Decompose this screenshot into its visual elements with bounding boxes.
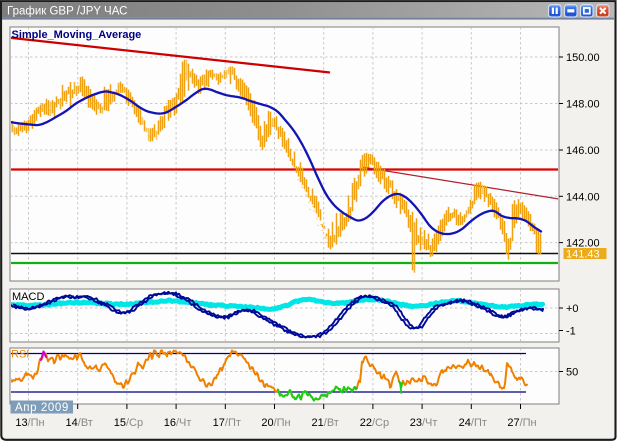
svg-text:MACD: MACD xyxy=(12,291,44,303)
svg-text:График GBP /JPY ЧАС: График GBP /JPY ЧАС xyxy=(7,5,127,17)
svg-text:Simple_Moving_Average: Simple_Moving_Average xyxy=(12,29,142,41)
svg-text:22/Ср: 22/Ср xyxy=(360,417,389,429)
svg-text:17/Пт: 17/Пт xyxy=(213,417,241,429)
svg-text:24/Пт: 24/Пт xyxy=(459,417,487,429)
svg-text:150.00: 150.00 xyxy=(566,52,600,64)
svg-text:16/Чт: 16/Чт xyxy=(164,417,192,429)
svg-text:146.00: 146.00 xyxy=(566,145,600,157)
svg-text:144.00: 144.00 xyxy=(566,191,600,203)
svg-text:+0: +0 xyxy=(566,303,579,315)
svg-text:15/Ср: 15/Ср xyxy=(114,417,143,429)
svg-text:27/Пн: 27/Пн xyxy=(507,417,536,429)
svg-text:21/Вт: 21/Вт xyxy=(312,417,339,429)
svg-text:Апр 2009: Апр 2009 xyxy=(15,402,69,414)
svg-text:50: 50 xyxy=(566,367,578,379)
svg-text:142.00: 142.00 xyxy=(566,238,600,250)
svg-text:141.43: 141.43 xyxy=(566,248,600,260)
svg-text:23/Чт: 23/Чт xyxy=(410,417,438,429)
svg-text:20/Пн: 20/Пн xyxy=(261,417,290,429)
svg-text:RSI: RSI xyxy=(11,349,29,361)
svg-text:-1: -1 xyxy=(566,326,576,338)
svg-text:13/Пн: 13/Пн xyxy=(15,417,44,429)
svg-text:148.00: 148.00 xyxy=(566,99,600,111)
svg-text:14/Вт: 14/Вт xyxy=(66,417,93,429)
